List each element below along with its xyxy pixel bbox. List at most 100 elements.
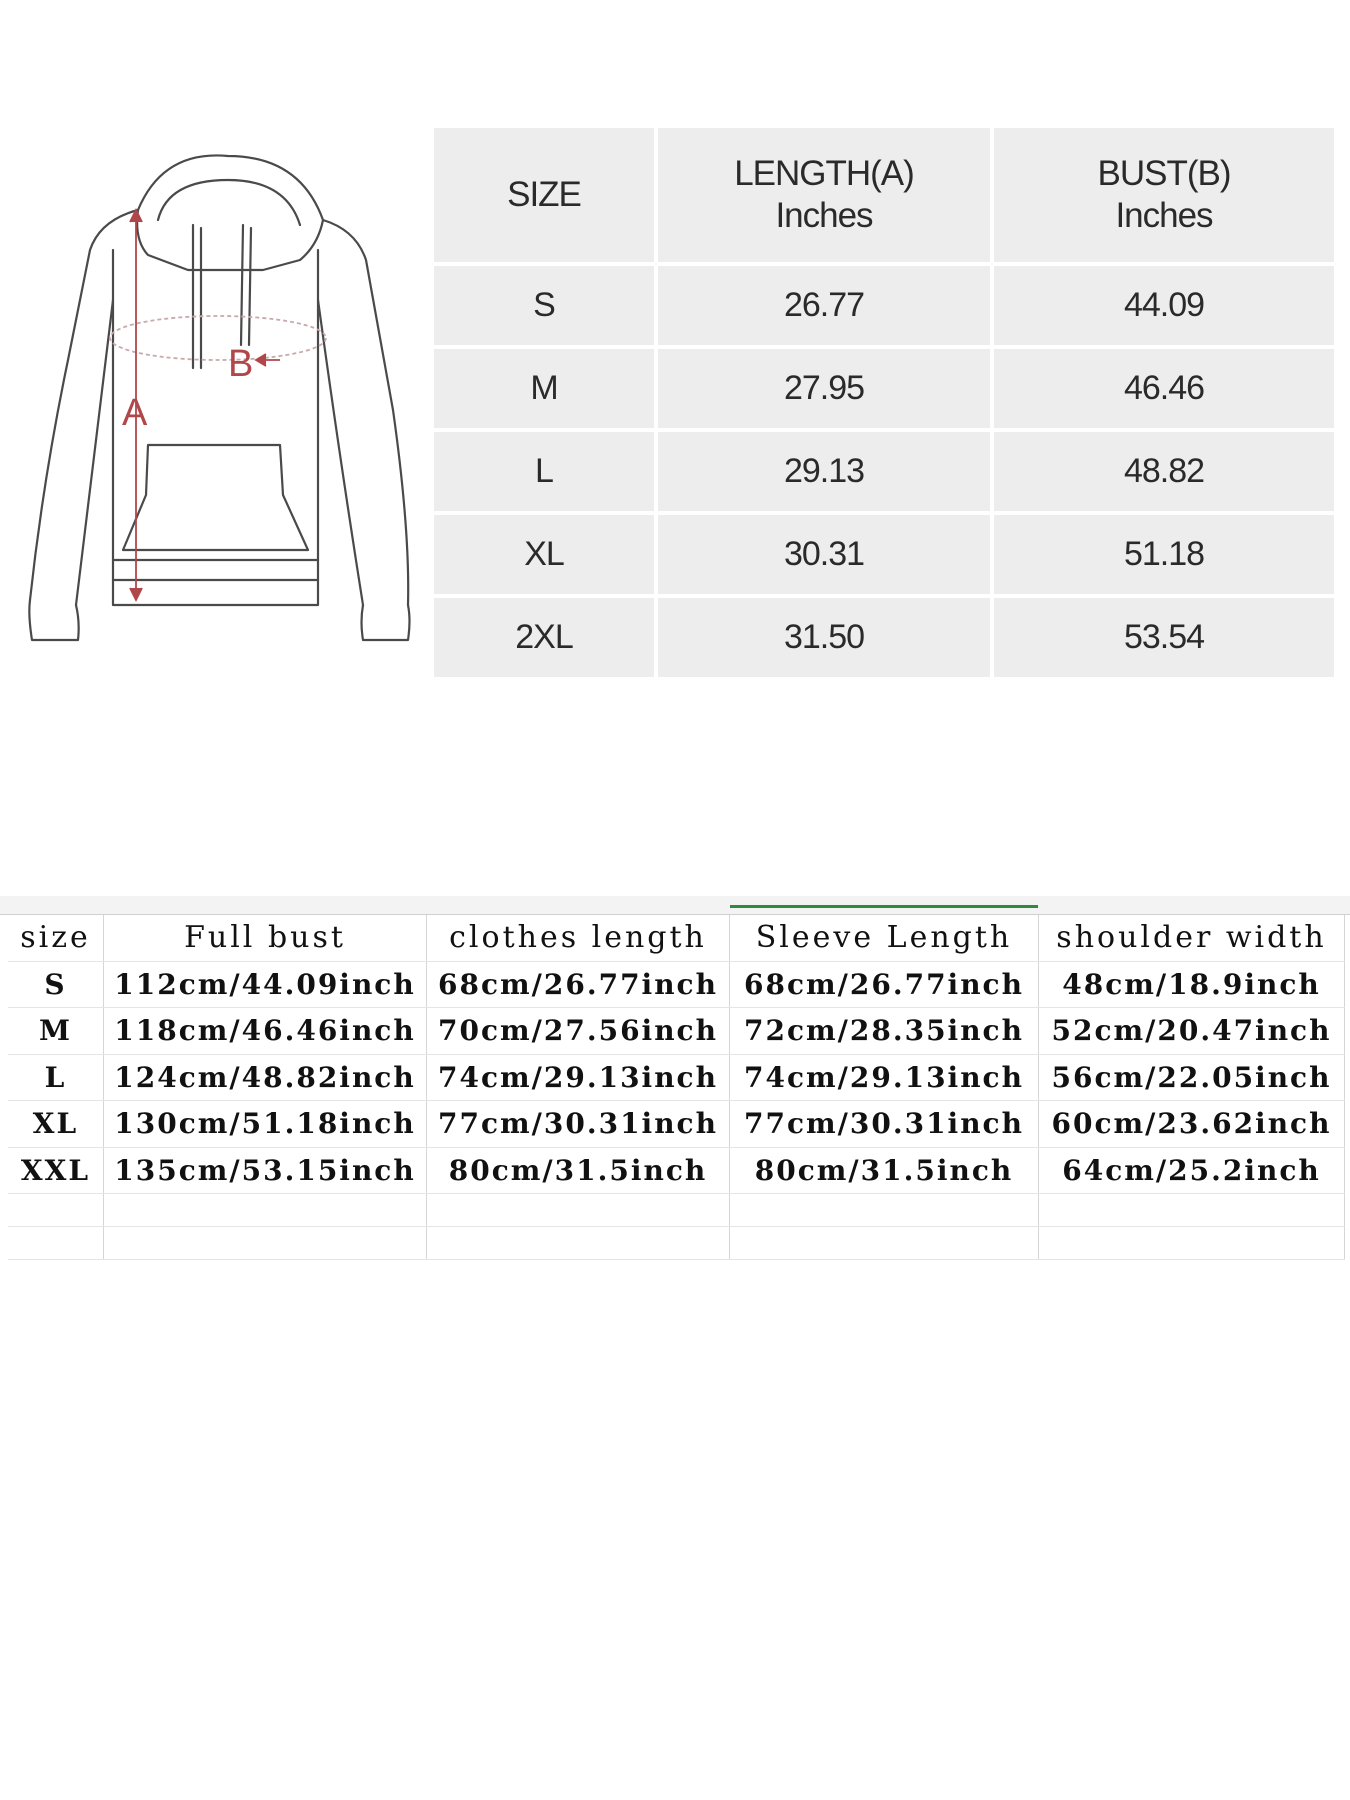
cell[interactable]: 135cm/53.15inch <box>103 1147 427 1194</box>
header-length: LENGTH(A) Inches <box>658 128 990 262</box>
table-row: S 26.77 44.09 <box>434 266 1334 345</box>
header-cell[interactable]: Full bust <box>103 915 427 962</box>
cell[interactable]: 80cm/31.5inch <box>729 1147 1039 1194</box>
cell[interactable]: 60cm/23.62inch <box>1038 1100 1345 1148</box>
cell[interactable]: 68cm/26.77inch <box>729 961 1039 1008</box>
table-row: 2XL 31.50 53.54 <box>434 598 1334 677</box>
table-row: S 112cm/44.09inch 68cm/26.77inch 68cm/26… <box>8 961 1345 1008</box>
table-row: L 124cm/48.82inch 74cm/29.13inch 74cm/29… <box>8 1054 1345 1101</box>
column-c-header[interactable] <box>427 890 729 908</box>
cell[interactable]: 80cm/31.5inch <box>426 1147 730 1194</box>
right-cuff <box>360 603 411 642</box>
header-length-label: LENGTH(A) <box>734 154 915 193</box>
cell[interactable]: 112cm/44.09inch <box>103 961 427 1008</box>
empty-row <box>8 1226 1345 1260</box>
column-e-header[interactable] <box>1039 890 1344 908</box>
header-cell[interactable]: shoulder width <box>1038 915 1345 962</box>
right-sleeve-inner <box>316 298 365 607</box>
table-row: XL 30.31 51.18 <box>434 515 1334 594</box>
waistband <box>111 558 320 607</box>
column-b-header[interactable] <box>104 890 426 908</box>
empty-cell[interactable] <box>729 1226 1039 1260</box>
cell[interactable]: 124cm/48.82inch <box>103 1054 427 1101</box>
cell[interactable]: 74cm/29.13inch <box>729 1054 1039 1101</box>
empty-cell[interactable] <box>103 1226 427 1260</box>
label-b: B <box>228 343 253 385</box>
header-row: size Full bust clothes length Sleeve Len… <box>8 915 1345 962</box>
hood <box>136 154 325 272</box>
cell[interactable]: L <box>8 1054 104 1101</box>
cell[interactable]: 72cm/28.35inch <box>729 1007 1039 1055</box>
empty-cell[interactable] <box>426 1193 730 1227</box>
table-row: M 118cm/46.46inch 70cm/27.56inch 72cm/28… <box>8 1007 1345 1055</box>
column-a-header[interactable] <box>8 890 103 908</box>
table-row: M 27.95 46.46 <box>434 349 1334 428</box>
bust-cell: 46.46 <box>994 349 1334 428</box>
cell[interactable]: 52cm/20.47inch <box>1038 1007 1345 1055</box>
cell[interactable]: 64cm/25.2inch <box>1038 1147 1345 1194</box>
column-d-header[interactable] <box>730 890 1038 908</box>
header-bust: BUST(B) Inches <box>994 128 1334 262</box>
table-row: XL 130cm/51.18inch 77cm/30.31inch 77cm/3… <box>8 1100 1345 1148</box>
size-cell: 2XL <box>434 598 654 677</box>
header-length-unit: Inches <box>775 196 873 235</box>
table-row: XXL 135cm/53.15inch 80cm/31.5inch 80cm/3… <box>8 1147 1345 1194</box>
inch-size-table: SIZE LENGTH(A) Inches BUST(B) Inches S 2… <box>430 124 1338 681</box>
empty-cell[interactable] <box>426 1226 730 1260</box>
hoodie-outline: B A <box>28 154 411 642</box>
cell[interactable]: S <box>8 961 104 1008</box>
bust-cell: 48.82 <box>994 432 1334 511</box>
cell[interactable]: 56cm/22.05inch <box>1038 1054 1345 1101</box>
size-cell: M <box>434 349 654 428</box>
empty-row <box>8 1193 1345 1227</box>
left-cuff <box>28 598 80 642</box>
cell[interactable]: 48cm/18.9inch <box>1038 961 1345 1008</box>
length-cell: 30.31 <box>658 515 990 594</box>
cell[interactable]: 70cm/27.56inch <box>426 1007 730 1055</box>
size-cell: S <box>434 266 654 345</box>
cell[interactable]: XL <box>8 1100 104 1148</box>
header-cell[interactable]: Sleeve Length <box>729 915 1039 962</box>
cell[interactable]: 130cm/51.18inch <box>103 1100 427 1148</box>
empty-cell[interactable] <box>1038 1226 1345 1260</box>
header-cell[interactable]: size <box>8 915 104 962</box>
inch-table-header: SIZE LENGTH(A) Inches BUST(B) Inches <box>434 128 1334 262</box>
empty-cell[interactable] <box>1038 1193 1345 1227</box>
cell[interactable]: 118cm/46.46inch <box>103 1007 427 1055</box>
bust-cell: 44.09 <box>994 266 1334 345</box>
header-bust-unit: Inches <box>1115 196 1213 235</box>
cell[interactable]: 77cm/30.31inch <box>426 1100 730 1148</box>
bust-cell: 53.54 <box>994 598 1334 677</box>
header-size: SIZE <box>434 128 654 262</box>
torso <box>111 248 320 582</box>
empty-cell[interactable] <box>729 1193 1039 1227</box>
length-cell: 29.13 <box>658 432 990 511</box>
bust-measure-ellipse <box>109 315 327 361</box>
spreadsheet: size Full bust clothes length Sleeve Len… <box>0 896 1350 1276</box>
size-cell: L <box>434 432 654 511</box>
cell[interactable]: 77cm/30.31inch <box>729 1100 1039 1148</box>
table-row: L 29.13 48.82 <box>434 432 1334 511</box>
header-bust-label: BUST(B) <box>1097 154 1232 193</box>
empty-cell[interactable] <box>8 1226 104 1260</box>
header-cell[interactable]: clothes length <box>426 915 730 962</box>
length-cell: 31.50 <box>658 598 990 677</box>
left-sleeve-inner <box>74 298 115 607</box>
spreadsheet-grid: size Full bust clothes length Sleeve Len… <box>8 915 1345 1260</box>
drawstring-right <box>239 223 245 347</box>
empty-cell[interactable] <box>103 1193 427 1227</box>
cell[interactable]: M <box>8 1007 104 1055</box>
hoodie-diagram: B A <box>18 150 418 650</box>
cell[interactable]: XXL <box>8 1147 104 1194</box>
body-right <box>321 218 410 607</box>
cell[interactable]: 74cm/29.13inch <box>426 1054 730 1101</box>
empty-cell[interactable] <box>8 1193 104 1227</box>
cell[interactable]: 68cm/26.77inch <box>426 961 730 1008</box>
length-cell: 27.95 <box>658 349 990 428</box>
kangaroo-pocket <box>121 443 310 552</box>
length-cell: 26.77 <box>658 266 990 345</box>
hood-inner <box>156 178 302 227</box>
bust-cell: 51.18 <box>994 515 1334 594</box>
body-left <box>28 208 140 602</box>
drawstring-right-2 <box>247 226 253 347</box>
